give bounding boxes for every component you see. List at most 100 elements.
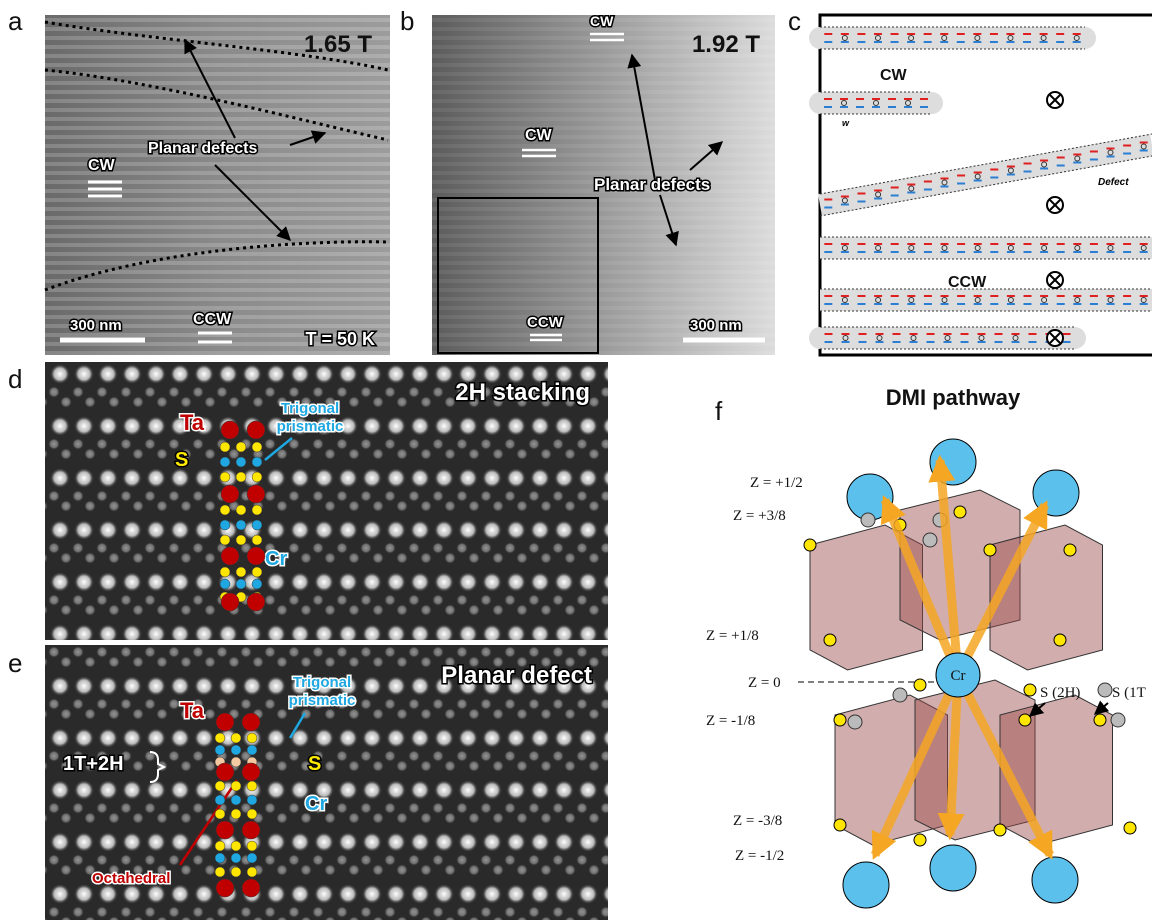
atom [215, 795, 225, 805]
atom [221, 593, 239, 611]
field-label: 1.92 T [692, 31, 760, 58]
atom-big [843, 862, 889, 908]
scale-bar-label: 300 nm [70, 317, 122, 334]
atom [215, 809, 225, 819]
z-level-label: Z = -1/8 [706, 713, 755, 729]
atom [215, 853, 225, 863]
z-level-label: Z = 0 [748, 675, 781, 691]
cr-label: Cr [951, 668, 966, 684]
atom [247, 809, 257, 819]
atom [242, 713, 260, 731]
cw-label: CW [590, 13, 614, 29]
atom [247, 485, 265, 503]
atom-s [834, 819, 846, 831]
atom [252, 457, 262, 467]
atom [252, 567, 262, 577]
atom [231, 841, 241, 851]
panel-b: b 1.92 T CW CW Planar defects CCW 300 nm [400, 6, 775, 355]
atom-s [1124, 822, 1136, 834]
z-level-label: Z = -3/8 [733, 813, 782, 829]
atom [247, 841, 257, 851]
atom [236, 505, 246, 515]
atom [247, 781, 257, 791]
atom-s [1094, 714, 1106, 726]
atom [236, 457, 246, 467]
atom [252, 442, 262, 452]
atom [221, 421, 239, 439]
atom-s [1019, 714, 1031, 726]
atom-s [914, 834, 926, 846]
atom [221, 547, 239, 565]
panel-label: a [8, 6, 23, 36]
atom [247, 745, 257, 755]
panel-d: d 2H stacking Ta S Cr Trigonal prismatic [8, 362, 608, 640]
atom-s1t [1111, 713, 1125, 727]
annotation: Planar defects [594, 175, 710, 194]
atom-s [834, 714, 846, 726]
atom-s [804, 539, 816, 551]
atom [236, 520, 246, 530]
ccw-label: CCW [193, 311, 232, 328]
atom [215, 867, 225, 877]
trigonal-label: prismatic [289, 692, 356, 709]
defect-label: Defect [1098, 177, 1129, 188]
atom-big [930, 845, 976, 891]
atom-s1t [861, 513, 875, 527]
atom [216, 879, 234, 897]
atom-s [1024, 684, 1036, 696]
atom [231, 867, 241, 877]
panel-label: d [8, 364, 22, 394]
atom [220, 520, 230, 530]
atom [247, 421, 265, 439]
s-2h-label: S (2H) [1040, 685, 1080, 701]
atom [247, 795, 257, 805]
atom [220, 567, 230, 577]
atom [242, 763, 260, 781]
cr-label: Cr [265, 548, 287, 570]
panel-title: 2H stacking [455, 379, 590, 406]
s-label: S [308, 753, 321, 775]
atom [247, 867, 257, 877]
z-level-label: Z = +1/8 [706, 628, 759, 644]
atom [252, 535, 262, 545]
atom-s [1054, 634, 1066, 646]
atom [252, 472, 262, 482]
ta-label: Ta [180, 698, 205, 723]
trigonal-label: prismatic [277, 418, 344, 435]
atom-s1t [848, 715, 862, 729]
atom [215, 745, 225, 755]
atom-s1t [893, 688, 907, 702]
cw-label: CW [525, 127, 553, 144]
z-level-label: Z = +1/2 [750, 475, 803, 491]
octahedral-label: Octahedral [92, 870, 170, 887]
annotation: Planar defects [148, 140, 257, 157]
atom [231, 745, 241, 755]
atom [236, 442, 246, 452]
atom [216, 821, 234, 839]
atom [231, 733, 241, 743]
atom [247, 733, 257, 743]
cw-label: CW [88, 157, 116, 174]
trigonal-label: Trigonal [293, 674, 351, 691]
ta-label: Ta [180, 410, 205, 435]
atom-s [954, 506, 966, 518]
cr-label: Cr [305, 793, 327, 815]
z-level-label: Z = -1/2 [735, 848, 784, 864]
atom-big [1032, 857, 1078, 903]
atom [236, 472, 246, 482]
atom [231, 809, 241, 819]
panel-title: DMI pathway [886, 385, 1021, 410]
atom-s1t [923, 533, 937, 547]
atom [252, 579, 262, 589]
atom [215, 733, 225, 743]
atom [220, 457, 230, 467]
panel-a: a 1.65 T Planar defects CW CCW 300 nm T … [8, 6, 390, 355]
atom-s [914, 679, 926, 691]
atom [220, 442, 230, 452]
atom [220, 535, 230, 545]
panel-label: f [715, 396, 723, 426]
atom [215, 841, 225, 851]
atom [231, 781, 241, 791]
panel-label: b [400, 6, 414, 36]
ccw-label: CCW [948, 274, 987, 291]
